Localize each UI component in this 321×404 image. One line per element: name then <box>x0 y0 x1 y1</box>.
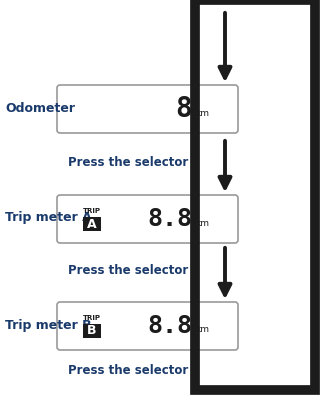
FancyBboxPatch shape <box>83 217 101 231</box>
Text: Trip meter A: Trip meter A <box>5 212 92 225</box>
Text: 8.8: 8.8 <box>147 207 192 231</box>
Text: A: A <box>87 217 97 231</box>
Text: km: km <box>195 326 209 335</box>
FancyBboxPatch shape <box>57 195 238 243</box>
Text: Press the selector: Press the selector <box>68 156 188 168</box>
Text: km: km <box>195 219 209 227</box>
FancyBboxPatch shape <box>57 85 238 133</box>
Text: TRIP: TRIP <box>83 208 101 214</box>
FancyBboxPatch shape <box>83 324 101 338</box>
Text: TRIP: TRIP <box>83 315 101 321</box>
FancyBboxPatch shape <box>57 302 238 350</box>
Text: Odometer: Odometer <box>5 101 75 114</box>
Text: Press the selector: Press the selector <box>68 364 188 377</box>
Text: Trip meter B: Trip meter B <box>5 318 91 332</box>
Text: Press the selector: Press the selector <box>68 263 188 276</box>
Text: 8.8: 8.8 <box>147 314 192 338</box>
Text: B: B <box>87 324 97 337</box>
Text: 8: 8 <box>175 95 192 123</box>
Text: km: km <box>195 109 209 118</box>
